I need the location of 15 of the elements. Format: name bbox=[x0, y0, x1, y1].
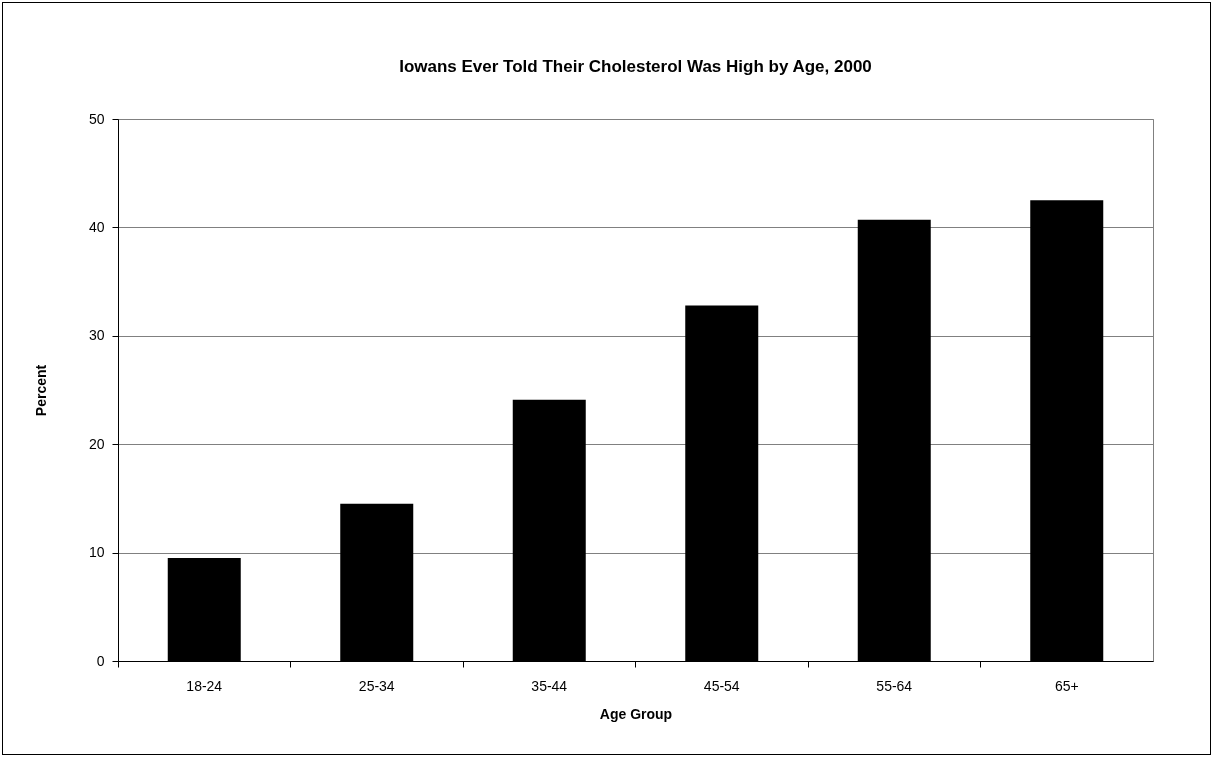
chart-title: Iowans Ever Told Their Cholesterol Was High by Age, 2000 bbox=[399, 57, 872, 76]
y-tick-label: 20 bbox=[88, 435, 105, 452]
y-tick-label: 0 bbox=[96, 652, 105, 669]
y-axis-title: Percent bbox=[32, 364, 49, 417]
x-tick-label: 55-64 bbox=[876, 677, 913, 694]
y-tick-label: 30 bbox=[88, 327, 105, 344]
x-tick-label: 35-44 bbox=[531, 677, 568, 694]
x-tick-label: 18-24 bbox=[186, 677, 223, 694]
x-tick-label: 45-54 bbox=[703, 677, 740, 694]
y-tick-label: 50 bbox=[88, 110, 105, 127]
y-tick-label: 10 bbox=[88, 544, 105, 561]
x-tick-label: 65+ bbox=[1054, 677, 1079, 694]
x-tick-label: 25-34 bbox=[358, 677, 395, 694]
y-tick-label: 40 bbox=[88, 218, 105, 235]
x-axis-title: Age Group bbox=[599, 705, 673, 722]
